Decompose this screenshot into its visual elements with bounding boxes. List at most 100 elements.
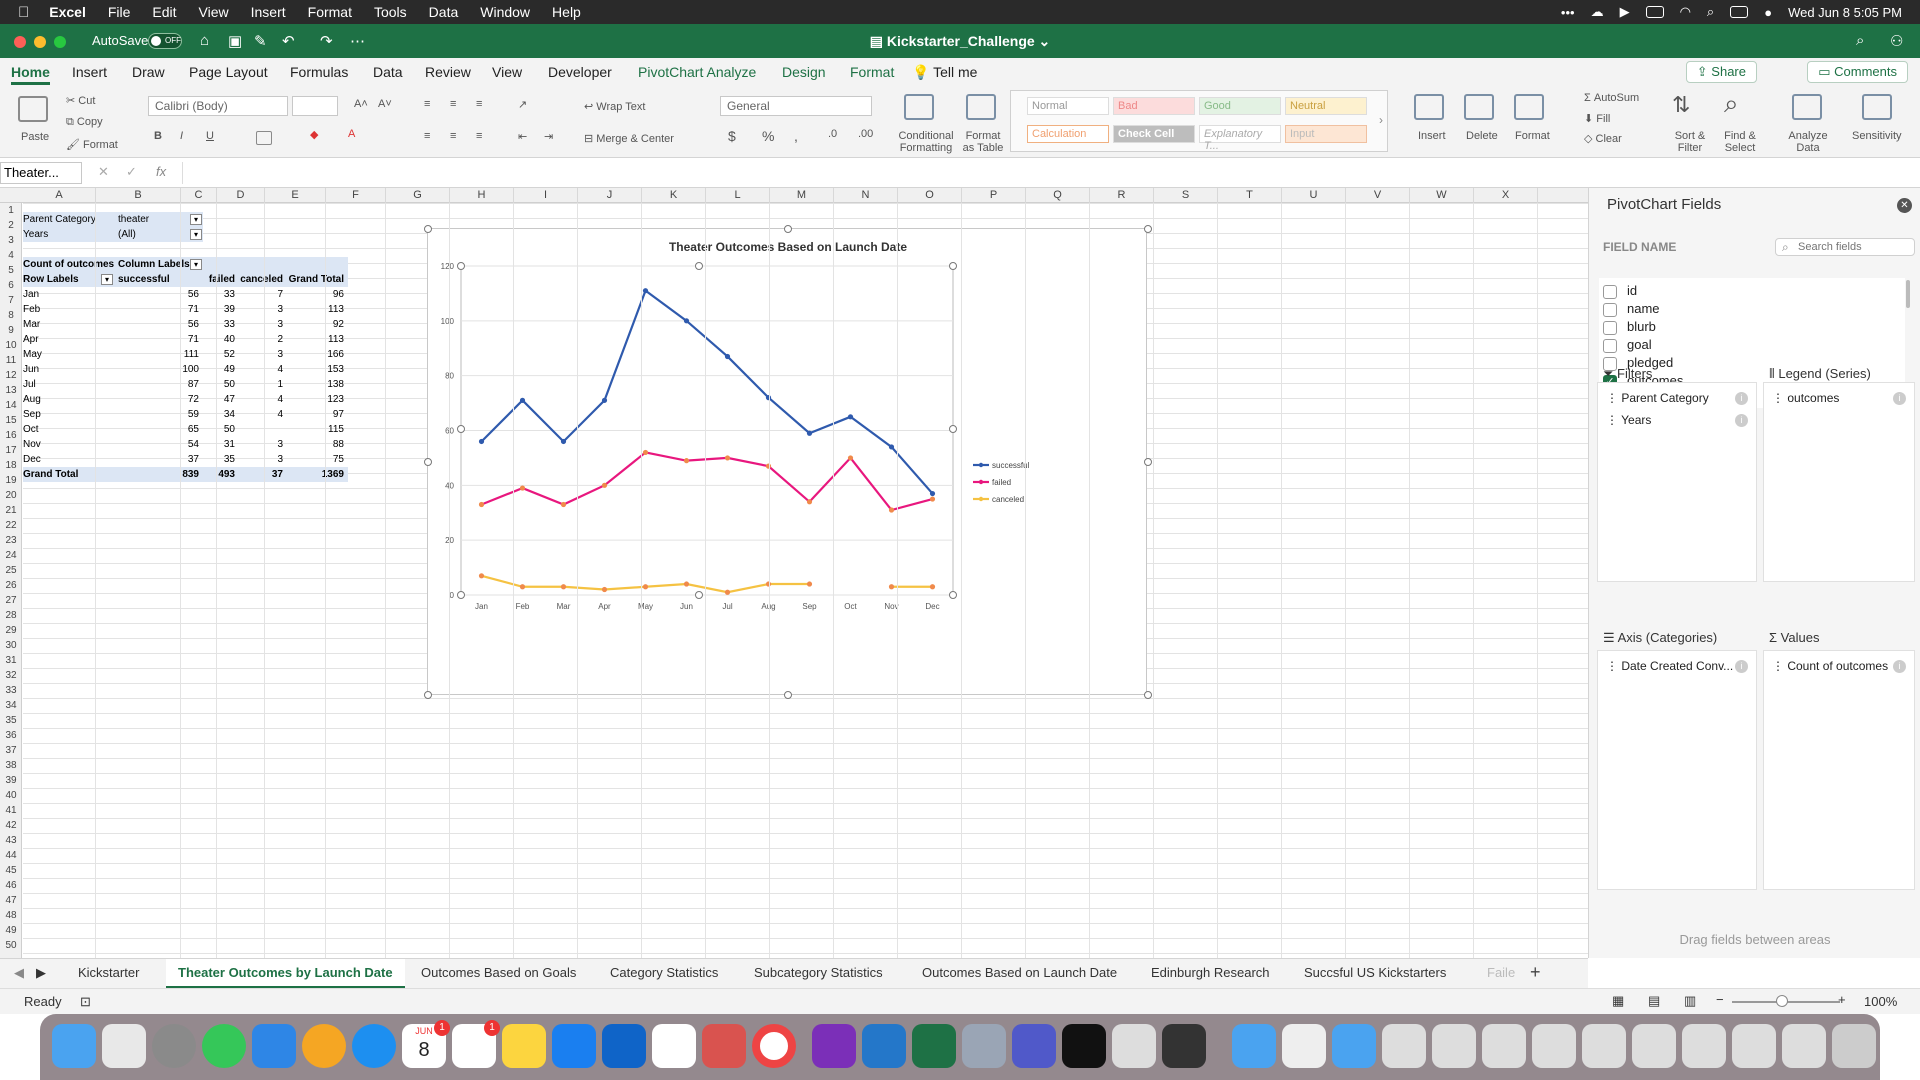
row-header[interactable]: 16 bbox=[5, 430, 17, 441]
style-normal[interactable]: Normal bbox=[1027, 97, 1109, 115]
delete-cells-label[interactable]: Delete bbox=[1466, 130, 1498, 142]
tab-data[interactable]: Data bbox=[373, 64, 403, 80]
data-point-failed[interactable] bbox=[888, 507, 895, 513]
prev-sheet-icon[interactable]: ◀ bbox=[14, 965, 24, 980]
tab-draw[interactable]: Draw bbox=[132, 64, 165, 80]
row-header[interactable]: 31 bbox=[5, 655, 17, 666]
checkbox-icon[interactable] bbox=[1603, 284, 1617, 299]
pivot-value-cell[interactable]: 56 bbox=[187, 289, 199, 300]
pivot-value-cell[interactable]: 50 bbox=[223, 424, 235, 435]
pivot-value-cell[interactable]: 3 bbox=[277, 349, 283, 360]
pivot-value-cell[interactable]: 35 bbox=[223, 454, 235, 465]
pivot-header-canceled[interactable]: canceled bbox=[239, 272, 287, 287]
column-header[interactable]: X bbox=[1474, 188, 1538, 203]
pivot-row-label[interactable]: Nov bbox=[23, 439, 41, 450]
pivot-value-cell[interactable]: 72 bbox=[187, 394, 199, 405]
column-header[interactable]: N bbox=[834, 188, 898, 203]
terminal-icon[interactable] bbox=[1062, 1024, 1106, 1068]
data-point-canceled[interactable] bbox=[929, 584, 936, 590]
analyze-data-icon[interactable] bbox=[1792, 94, 1822, 120]
column-header[interactable]: E bbox=[265, 188, 326, 203]
row-header[interactable]: 2 bbox=[8, 220, 14, 231]
column-header[interactable]: A bbox=[23, 188, 96, 203]
pivot-value-cell[interactable]: 113 bbox=[328, 304, 344, 315]
sheet-tab-outcomes-launch-date[interactable]: Outcomes Based on Launch Date bbox=[922, 965, 1118, 980]
row-header[interactable]: 49 bbox=[5, 925, 17, 936]
siri-icon[interactable]: ● bbox=[1764, 4, 1773, 20]
row-header[interactable]: 32 bbox=[5, 670, 17, 681]
function-icon[interactable]: fx bbox=[156, 164, 167, 179]
onenote-icon[interactable] bbox=[812, 1024, 856, 1068]
data-point-failed[interactable] bbox=[724, 455, 731, 461]
messages-icon[interactable] bbox=[202, 1024, 246, 1068]
resize-handle[interactable] bbox=[1144, 458, 1152, 466]
tab-formulas[interactable]: Formulas bbox=[290, 64, 349, 80]
font-size-select[interactable] bbox=[292, 96, 338, 116]
slack-icon[interactable] bbox=[652, 1024, 696, 1068]
paste-label[interactable]: Paste bbox=[21, 131, 50, 143]
wifi-icon[interactable]: ◠ bbox=[1679, 4, 1691, 19]
data-point-canceled[interactable] bbox=[601, 586, 608, 593]
search-fields-box[interactable]: ⌕ bbox=[1775, 238, 1915, 256]
pivot-value-cell[interactable]: 3 bbox=[277, 439, 283, 450]
field-goal[interactable]: goal bbox=[1603, 336, 1652, 356]
column-header[interactable]: G bbox=[386, 188, 450, 203]
row-header[interactable]: 25 bbox=[5, 565, 17, 576]
legend-item-outcomes[interactable]: ⋮ outcomes bbox=[1772, 391, 1840, 405]
cancel-icon[interactable]: ✕ bbox=[98, 164, 109, 179]
column-header[interactable]: K bbox=[642, 188, 706, 203]
style-bad[interactable]: Bad bbox=[1113, 97, 1195, 115]
tab-home[interactable]: Home bbox=[11, 64, 50, 85]
comments-button[interactable]: ▭ Comments bbox=[1807, 61, 1908, 83]
style-check-cell[interactable]: Check Cell bbox=[1113, 125, 1195, 143]
sheet-tab-failed[interactable]: Faile bbox=[1487, 965, 1516, 980]
resize-handle[interactable] bbox=[949, 425, 957, 433]
data-point-failed[interactable] bbox=[929, 496, 936, 502]
photos-icon[interactable] bbox=[302, 1024, 346, 1068]
data-point-canceled[interactable] bbox=[683, 581, 690, 587]
row-header[interactable]: 6 bbox=[8, 280, 14, 291]
pivot-value-cell[interactable]: 75 bbox=[332, 454, 344, 465]
screenshot-icon[interactable] bbox=[1732, 1024, 1776, 1068]
document-file-icon[interactable] bbox=[1282, 1024, 1326, 1068]
row-header[interactable]: 17 bbox=[5, 445, 17, 456]
pivot-value-cell[interactable]: 33 bbox=[223, 289, 235, 300]
tab-page-layout[interactable]: Page Layout bbox=[189, 64, 268, 80]
row-header[interactable]: 3 bbox=[8, 235, 14, 246]
menu-data[interactable]: Data bbox=[417, 4, 459, 20]
pivot-value-cell[interactable]: 87 bbox=[187, 379, 199, 390]
pivot-value-cell[interactable]: 88 bbox=[332, 439, 344, 450]
align-middle-icon[interactable]: ≡ bbox=[450, 98, 457, 110]
pivot-value-cell[interactable]: 47 bbox=[223, 394, 235, 405]
row-header[interactable]: 48 bbox=[5, 910, 17, 921]
fill-color-icon[interactable]: ◆ bbox=[310, 129, 319, 141]
resize-handle[interactable] bbox=[695, 262, 703, 270]
row-header[interactable]: 12 bbox=[5, 370, 17, 381]
sheet-tab-subcategory-statistics[interactable]: Subcategory Statistics bbox=[754, 965, 883, 980]
conditional-formatting-icon[interactable] bbox=[904, 94, 934, 120]
screenshot-icon[interactable] bbox=[1632, 1024, 1676, 1068]
orientation-icon[interactable]: ↗ bbox=[518, 99, 528, 111]
folder-icon[interactable] bbox=[1232, 1024, 1276, 1068]
resize-handle[interactable] bbox=[457, 425, 465, 433]
screenshot-icon[interactable] bbox=[1432, 1024, 1476, 1068]
menu-edit[interactable]: Edit bbox=[141, 4, 176, 20]
menu-insert[interactable]: Insert bbox=[239, 4, 286, 20]
column-header[interactable]: S bbox=[1154, 188, 1218, 203]
info-icon[interactable]: i bbox=[1735, 392, 1748, 405]
column-header[interactable]: O bbox=[898, 188, 962, 203]
trash-icon[interactable] bbox=[1832, 1024, 1876, 1068]
align-top-icon[interactable]: ≡ bbox=[424, 98, 431, 110]
filter-item-parent-category[interactable]: ⋮ Parent Category bbox=[1606, 391, 1709, 405]
italic-icon[interactable]: I bbox=[180, 130, 184, 142]
control-center-icon[interactable] bbox=[1730, 6, 1749, 18]
decrease-decimal-icon[interactable]: .00 bbox=[858, 128, 874, 140]
dropdown-icon[interactable]: ▾ bbox=[190, 229, 202, 240]
search-icon[interactable]: ⌕ bbox=[1856, 32, 1865, 49]
style-input[interactable]: Input bbox=[1285, 125, 1367, 143]
calculator-icon[interactable] bbox=[1162, 1024, 1206, 1068]
pivot-value-cell[interactable]: 40 bbox=[223, 334, 235, 345]
data-point-failed[interactable] bbox=[560, 501, 567, 508]
resize-handle[interactable] bbox=[424, 458, 432, 466]
analyze-data-label[interactable]: Analyze Data bbox=[1783, 130, 1833, 154]
